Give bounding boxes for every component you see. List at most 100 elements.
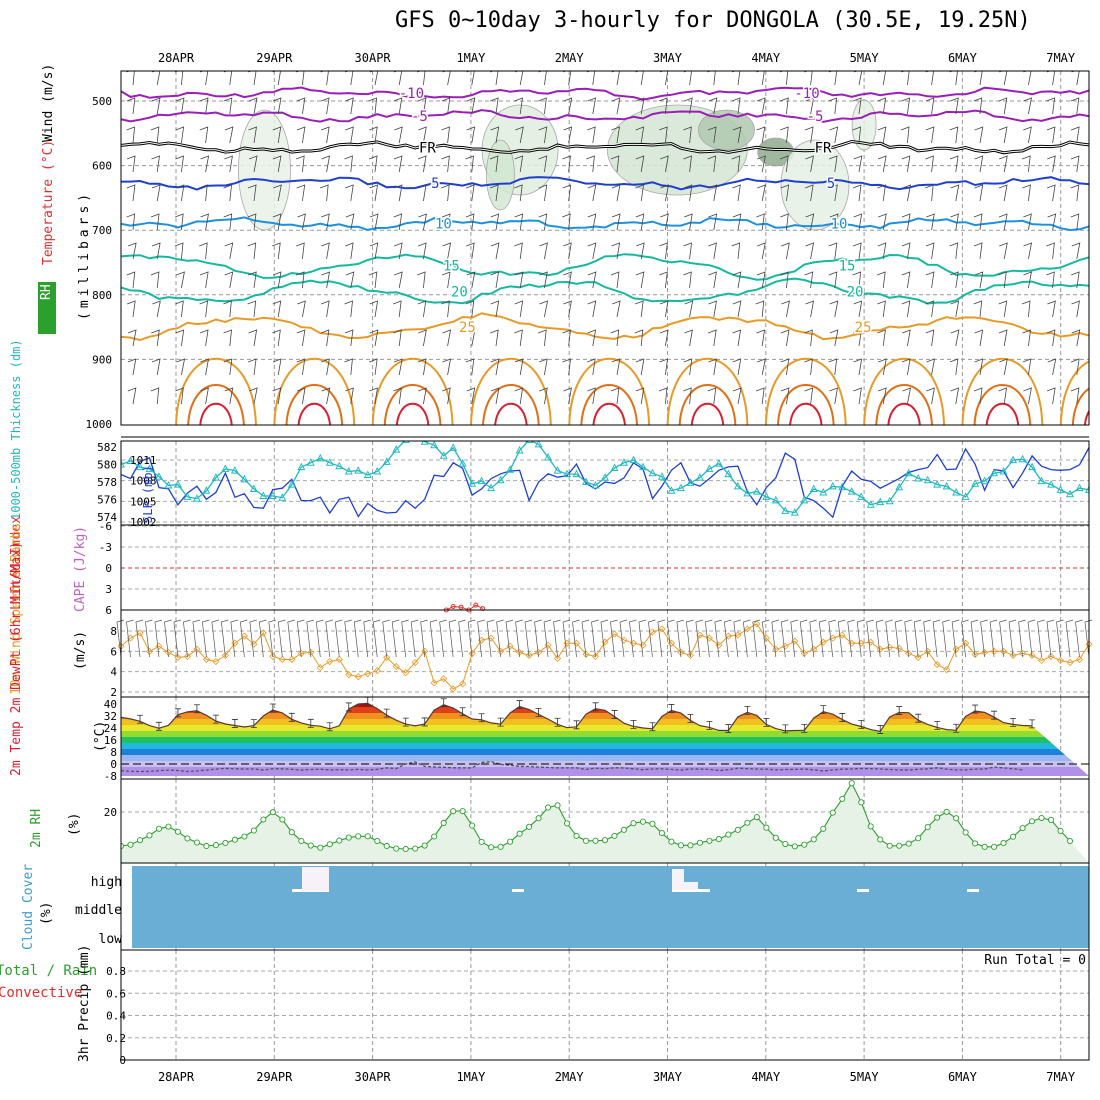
wind-barb — [757, 155, 766, 173]
surface-wind-barb — [686, 619, 694, 658]
surface-wind-barb — [258, 619, 267, 658]
wind-barb — [320, 126, 330, 144]
legend-total-rain: Total / Rain — [0, 963, 97, 979]
wind-barb — [635, 387, 645, 405]
surface-wind-barb — [1027, 619, 1036, 658]
contour-label: 15 — [839, 259, 856, 275]
wind-speed-marker — [591, 652, 600, 660]
wind-barb — [829, 213, 839, 231]
y-tick-pressure: 600 — [92, 160, 112, 173]
rh-marker — [184, 835, 191, 842]
wind-barb — [731, 97, 741, 115]
wind-barb — [1023, 213, 1032, 231]
thickness-marker — [971, 479, 980, 487]
wind-barb — [611, 71, 620, 86]
wind-barb — [272, 71, 281, 86]
wind-barb — [272, 271, 282, 289]
ylabel-rh-units: (%) — [67, 813, 82, 836]
wind-barb — [684, 329, 693, 347]
temperature-band — [121, 755, 1089, 761]
wind-barb — [466, 271, 476, 289]
minmax-marker — [877, 725, 884, 734]
surface-wind-barb — [885, 619, 893, 658]
wind-barb — [126, 97, 136, 115]
wind-barb — [1023, 126, 1032, 144]
rh-region — [851, 99, 877, 151]
minmax-marker — [174, 708, 181, 718]
surface-wind-barb — [923, 619, 931, 658]
surface-wind-barb — [942, 619, 950, 658]
wind-barb — [1071, 329, 1081, 347]
thickness-marker — [999, 467, 1008, 475]
wind-barb — [127, 242, 137, 260]
y-tick-pressure: 900 — [92, 353, 112, 366]
wind-barb — [1023, 271, 1032, 289]
panel-frame-thickness-slp — [120, 440, 1090, 526]
ylabel-cape: CAPE (J/kg) — [73, 526, 88, 612]
wind-barb — [393, 213, 403, 231]
rh-marker — [554, 802, 561, 809]
thickness-marker — [610, 463, 619, 471]
wind-barb — [925, 300, 935, 318]
wind-speed-marker — [943, 666, 951, 674]
wind-barb — [272, 358, 282, 376]
wind-barb — [490, 97, 499, 115]
minmax-marker — [535, 707, 542, 717]
rh-marker — [943, 808, 950, 815]
thickness-marker — [591, 481, 600, 489]
surface-wind-barb — [610, 619, 618, 658]
thickness-marker — [136, 462, 144, 471]
y-tick-lifted-index: 3 — [105, 583, 112, 596]
surface-wind-barb — [202, 619, 210, 658]
cloud-high-segment — [672, 889, 710, 892]
thickness-marker — [126, 456, 135, 464]
wind-barb — [804, 126, 814, 144]
surface-wind-barb — [296, 619, 305, 658]
rh-marker — [336, 837, 343, 844]
thickness-marker — [145, 464, 154, 472]
wind-barb — [683, 271, 692, 289]
wind-barb — [200, 387, 209, 405]
wind-barb — [974, 329, 984, 347]
wind-barb — [732, 126, 742, 144]
wind-barb — [417, 97, 427, 115]
hot-contour — [592, 402, 626, 425]
y-tick-lifted-index: -6 — [99, 520, 112, 533]
wind-barb — [636, 97, 645, 115]
wind-barb — [756, 71, 765, 86]
surface-wind-barb — [790, 619, 798, 658]
rh-marker — [260, 816, 267, 823]
wind-barb — [393, 155, 403, 173]
rh-marker — [1047, 816, 1055, 824]
wind-speed-marker — [582, 650, 590, 658]
y-tick-slp: 1002 — [130, 516, 157, 529]
cloud-cover-fill — [132, 866, 1089, 948]
thickness-marker — [857, 492, 866, 500]
wind-barb — [684, 97, 693, 115]
surface-wind-barb — [135, 619, 144, 658]
wind-barb — [272, 213, 282, 231]
wind-barb — [587, 97, 597, 115]
surface-wind-barb — [999, 619, 1007, 658]
wind-barb — [611, 184, 621, 202]
surface-wind-barb — [752, 619, 760, 658]
y-tick-rh: 20 — [104, 806, 117, 819]
wind-barb — [393, 71, 403, 86]
temperature-fill — [121, 703, 1089, 776]
rh-marker — [753, 814, 760, 821]
wind-barb — [176, 358, 186, 376]
rh-fill — [121, 783, 1089, 863]
thickness-marker — [506, 465, 515, 473]
surface-wind-barb — [619, 619, 628, 658]
wind-barb — [223, 329, 233, 347]
wind-barb — [683, 155, 692, 173]
wind-barb — [200, 358, 210, 376]
wind-barb — [490, 387, 500, 405]
surface-wind-barb — [1046, 619, 1055, 658]
surface-wind-barb — [306, 619, 314, 658]
wind-barb — [708, 184, 718, 202]
wind-barb — [418, 387, 427, 405]
wind-barb — [247, 300, 257, 318]
y-tick-thickness: 580 — [97, 459, 117, 472]
wind-barb — [611, 213, 621, 231]
